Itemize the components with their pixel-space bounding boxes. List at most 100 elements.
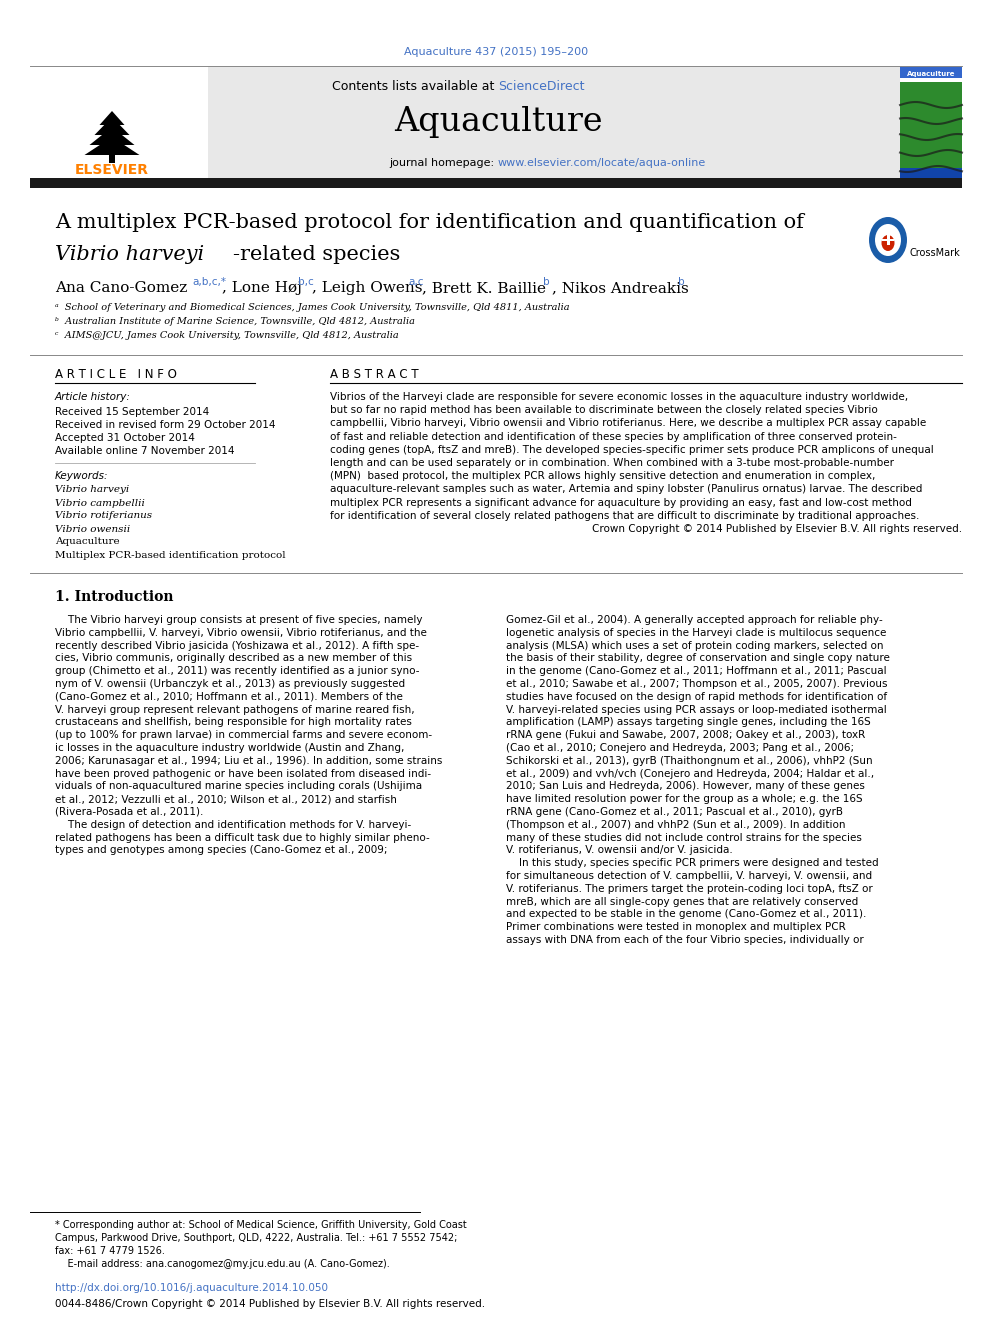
Text: A R T I C L E   I N F O: A R T I C L E I N F O <box>55 368 177 381</box>
Text: Ana Cano-Gomez: Ana Cano-Gomez <box>55 280 187 295</box>
Text: (Rivera-Posada et al., 2011).: (Rivera-Posada et al., 2011). <box>55 807 203 818</box>
Text: (up to 100% for prawn larvae) in commercial farms and severe econom-: (up to 100% for prawn larvae) in commerc… <box>55 730 433 740</box>
Text: viduals of non-aquacultured marine species including corals (Ushijima: viduals of non-aquacultured marine speci… <box>55 782 423 791</box>
Text: , Brett K. Baillie: , Brett K. Baillie <box>422 280 546 295</box>
Text: Aquaculture: Aquaculture <box>55 537 120 546</box>
Polygon shape <box>84 138 140 155</box>
Text: A multiplex PCR-based protocol for identification and quantification of: A multiplex PCR-based protocol for ident… <box>55 213 804 232</box>
Text: et al., 2010; Sawabe et al., 2007; Thompson et al., 2005, 2007). Previous: et al., 2010; Sawabe et al., 2007; Thomp… <box>506 679 888 689</box>
Text: 2006; Karunasagar et al., 1994; Liu et al., 1996). In addition, some strains: 2006; Karunasagar et al., 1994; Liu et a… <box>55 755 442 766</box>
Ellipse shape <box>875 224 901 255</box>
Text: Vibrio harveyi: Vibrio harveyi <box>55 245 204 263</box>
Bar <box>900 78 962 82</box>
Polygon shape <box>99 111 125 124</box>
Text: 0044-8486/Crown Copyright © 2014 Published by Elsevier B.V. All rights reserved.: 0044-8486/Crown Copyright © 2014 Publish… <box>55 1299 485 1308</box>
Text: Vibrio campbellii, V. harveyi, Vibrio owensii, Vibrio rotiferianus, and the: Vibrio campbellii, V. harveyi, Vibrio ow… <box>55 628 427 638</box>
Text: http://dx.doi.org/10.1016/j.aquaculture.2014.10.050: http://dx.doi.org/10.1016/j.aquaculture.… <box>55 1283 328 1293</box>
Text: ᵇ  Australian Institute of Marine Science, Townsville, Qld 4812, Australia: ᵇ Australian Institute of Marine Science… <box>55 318 415 327</box>
Text: CrossMark: CrossMark <box>910 247 960 258</box>
Text: fax: +61 7 4779 1526.: fax: +61 7 4779 1526. <box>55 1246 165 1256</box>
Bar <box>30 179 962 188</box>
Text: have limited resolution power for the group as a whole; e.g. the 16S: have limited resolution power for the gr… <box>506 794 863 804</box>
Text: , Nikos Andreakis: , Nikos Andreakis <box>552 280 688 295</box>
Text: coding genes (topA, ftsZ and mreB). The developed species-specific primer sets p: coding genes (topA, ftsZ and mreB). The … <box>330 445 933 455</box>
Text: et al., 2012; Vezzulli et al., 2010; Wilson et al., 2012) and starfish: et al., 2012; Vezzulli et al., 2010; Wil… <box>55 794 397 804</box>
Text: Vibrios of the Harveyi clade are responsible for severe economic losses in the a: Vibrios of the Harveyi clade are respons… <box>330 392 908 402</box>
Text: in the genome (Cano-Gomez et al., 2011; Hoffmann et al., 2011; Pascual: in the genome (Cano-Gomez et al., 2011; … <box>506 667 887 676</box>
Text: Vibrio campbellii: Vibrio campbellii <box>55 499 145 508</box>
Text: the basis of their stability, degree of conservation and single copy nature: the basis of their stability, degree of … <box>506 654 890 663</box>
Text: b: b <box>678 277 684 287</box>
Text: for simultaneous detection of V. campbellii, V. harveyi, V. owensii, and: for simultaneous detection of V. campbel… <box>506 871 872 881</box>
Text: and expected to be stable in the genome (Cano-Gomez et al., 2011).: and expected to be stable in the genome … <box>506 909 866 919</box>
Text: Received in revised form 29 October 2014: Received in revised form 29 October 2014 <box>55 419 276 430</box>
Text: recently described Vibrio jasicida (Yoshizawa et al., 2012). A fifth spe-: recently described Vibrio jasicida (Yosh… <box>55 640 420 651</box>
Text: have been proved pathogenic or have been isolated from diseased indi-: have been proved pathogenic or have been… <box>55 769 432 779</box>
Text: The design of detection and identification methods for V. harveyi-: The design of detection and identificati… <box>55 820 412 830</box>
Text: 2010; San Luis and Hedreyda, 2006). However, many of these genes: 2010; San Luis and Hedreyda, 2006). Howe… <box>506 782 865 791</box>
Text: (Thompson et al., 2007) and vhhP2 (Sun et al., 2009). In addition: (Thompson et al., 2007) and vhhP2 (Sun e… <box>506 820 845 830</box>
Ellipse shape <box>882 235 895 251</box>
Bar <box>882 238 894 241</box>
Text: campbellii, Vibrio harveyi, Vibrio owensii and Vibrio rotiferianus. Here, we des: campbellii, Vibrio harveyi, Vibrio owens… <box>330 418 927 429</box>
Text: many of these studies did not include control strains for the species: many of these studies did not include co… <box>506 832 862 843</box>
Text: group (Chimetto et al., 2011) was recently identified as a junior syno-: group (Chimetto et al., 2011) was recent… <box>55 667 420 676</box>
Text: Vibrio harveyi: Vibrio harveyi <box>55 486 129 495</box>
Text: Available online 7 November 2014: Available online 7 November 2014 <box>55 446 234 456</box>
Polygon shape <box>94 116 130 135</box>
Text: -related species: -related species <box>233 245 401 263</box>
Text: , Leigh Owens: , Leigh Owens <box>312 280 423 295</box>
Text: Keywords:: Keywords: <box>55 471 108 482</box>
Bar <box>900 66 962 79</box>
Text: types and genotypes among species (Cano-Gomez et al., 2009;: types and genotypes among species (Cano-… <box>55 845 388 856</box>
Text: analysis (MLSA) which uses a set of protein coding markers, selected on: analysis (MLSA) which uses a set of prot… <box>506 640 884 651</box>
Text: Received 15 September 2014: Received 15 September 2014 <box>55 407 209 417</box>
Text: Accepted 31 October 2014: Accepted 31 October 2014 <box>55 433 194 443</box>
Ellipse shape <box>869 217 907 263</box>
Text: aquaculture-relevant samples such as water, Artemia and spiny lobster (Panulirus: aquaculture-relevant samples such as wat… <box>330 484 923 495</box>
Text: Article history:: Article history: <box>55 392 131 402</box>
Text: Vibrio rotiferianus: Vibrio rotiferianus <box>55 512 152 520</box>
Text: ic losses in the aquaculture industry worldwide (Austin and Zhang,: ic losses in the aquaculture industry wo… <box>55 744 405 753</box>
Text: ScienceDirect: ScienceDirect <box>498 79 584 93</box>
Bar <box>887 235 890 245</box>
Text: V. harveyi group represent relevant pathogens of marine reared fish,: V. harveyi group represent relevant path… <box>55 705 415 714</box>
Text: a,b,c,*: a,b,c,* <box>192 277 226 287</box>
Text: rRNA gene (Cano-Gomez et al., 2011; Pascual et al., 2010), gyrB: rRNA gene (Cano-Gomez et al., 2011; Pasc… <box>506 807 843 818</box>
Text: V. harveyi-related species using PCR assays or loop-mediated isothermal: V. harveyi-related species using PCR ass… <box>506 705 887 714</box>
Text: Vibrio owensii: Vibrio owensii <box>55 524 130 533</box>
Text: Aquaculture 437 (2015) 195–200: Aquaculture 437 (2015) 195–200 <box>404 48 588 57</box>
Text: crustaceans and shellfish, being responsible for high mortality rates: crustaceans and shellfish, being respons… <box>55 717 412 728</box>
Bar <box>900 168 962 179</box>
Text: ᵃ  School of Veterinary and Biomedical Sciences, James Cook University, Townsvil: ᵃ School of Veterinary and Biomedical Sc… <box>55 303 569 312</box>
Text: , Lone Høj: , Lone Høj <box>222 280 302 295</box>
Text: mreB, which are all single-copy genes that are relatively conserved: mreB, which are all single-copy genes th… <box>506 897 858 906</box>
Text: for identification of several closely related pathogens that are difficult to di: for identification of several closely re… <box>330 511 920 521</box>
Text: A B S T R A C T: A B S T R A C T <box>330 368 419 381</box>
Text: Gomez-Gil et al., 2004). A generally accepted approach for reliable phy-: Gomez-Gil et al., 2004). A generally acc… <box>506 615 883 624</box>
Text: (Cao et al., 2010; Conejero and Hedreyda, 2003; Pang et al., 2006;: (Cao et al., 2010; Conejero and Hedreyda… <box>506 744 854 753</box>
Text: of fast and reliable detection and identification of these species by amplificat: of fast and reliable detection and ident… <box>330 431 897 442</box>
Text: length and can be used separately or in combination. When combined with a 3-tube: length and can be used separately or in … <box>330 458 894 468</box>
Text: et al., 2009) and vvh/vch (Conejero and Hedreyda, 2004; Haldar et al.,: et al., 2009) and vvh/vch (Conejero and … <box>506 769 874 779</box>
Text: V. rotiferianus. The primers target the protein-coding loci topA, ftsZ or: V. rotiferianus. The primers target the … <box>506 884 873 894</box>
Bar <box>109 155 115 163</box>
FancyBboxPatch shape <box>30 66 208 179</box>
Text: * Corresponding author at: School of Medical Science, Griffith University, Gold : * Corresponding author at: School of Med… <box>55 1220 467 1230</box>
Text: Aquaculture: Aquaculture <box>394 106 602 138</box>
Text: www.elsevier.com/locate/aqua-online: www.elsevier.com/locate/aqua-online <box>498 157 706 168</box>
Text: studies have focused on the design of rapid methods for identification of: studies have focused on the design of ra… <box>506 692 887 701</box>
Text: a,c: a,c <box>408 277 424 287</box>
Text: ᶜ  AIMS@JCU, James Cook University, Townsville, Qld 4812, Australia: ᶜ AIMS@JCU, James Cook University, Towns… <box>55 332 399 340</box>
Text: Campus, Parkwood Drive, Southport, QLD, 4222, Australia. Tel.: +61 7 5552 7542;: Campus, Parkwood Drive, Southport, QLD, … <box>55 1233 457 1244</box>
Text: logenetic analysis of species in the Harveyi clade is multilocus sequence: logenetic analysis of species in the Har… <box>506 628 887 638</box>
Text: Aquaculture: Aquaculture <box>907 71 955 77</box>
Text: Multiplex PCR-based identification protocol: Multiplex PCR-based identification proto… <box>55 550 286 560</box>
Text: In this study, species specific PCR primers were designed and tested: In this study, species specific PCR prim… <box>506 859 879 868</box>
Text: (Cano-Gomez et al., 2010; Hoffmann et al., 2011). Members of the: (Cano-Gomez et al., 2010; Hoffmann et al… <box>55 692 403 701</box>
Text: The Vibrio harveyi group consists at present of five species, namely: The Vibrio harveyi group consists at pre… <box>55 615 423 624</box>
Text: Crown Copyright © 2014 Published by Elsevier B.V. All rights reserved.: Crown Copyright © 2014 Published by Else… <box>592 524 962 534</box>
Text: ELSEVIER: ELSEVIER <box>75 163 149 177</box>
Text: journal homepage:: journal homepage: <box>390 157 498 168</box>
Text: rRNA gene (Fukui and Sawabe, 2007, 2008; Oakey et al., 2003), toxR: rRNA gene (Fukui and Sawabe, 2007, 2008;… <box>506 730 865 740</box>
